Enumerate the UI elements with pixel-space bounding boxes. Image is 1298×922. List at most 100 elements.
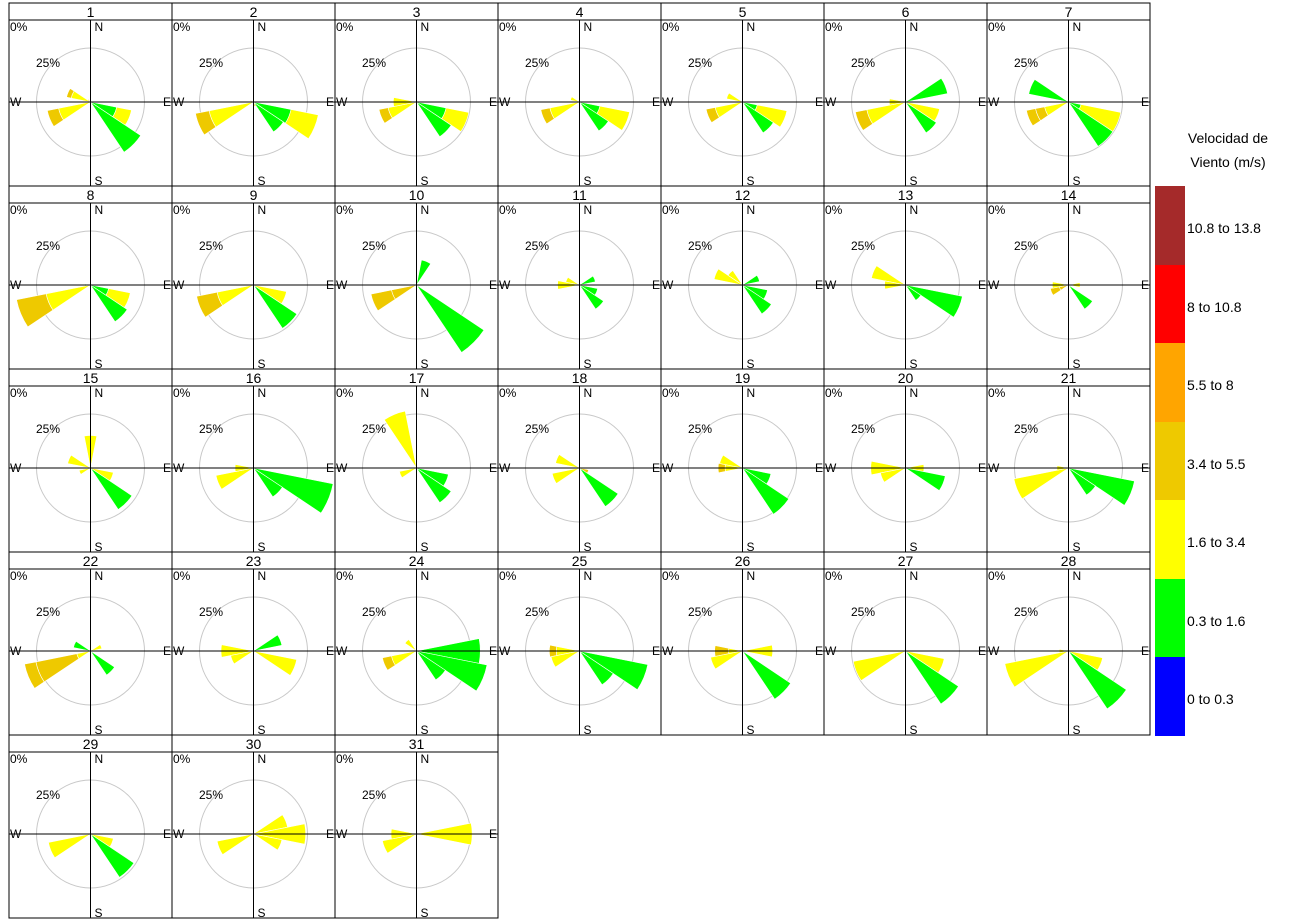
label-west: W — [336, 827, 348, 841]
label-25-percent: 25% — [199, 239, 223, 253]
label-zero-percent: 0% — [662, 386, 680, 400]
label-east: E — [652, 644, 660, 658]
label-25-percent: 25% — [525, 605, 549, 619]
label-zero-percent: 0% — [10, 569, 28, 583]
wind-rose-panel-2: 2NSEW0%25% — [172, 3, 335, 188]
wind-rose-panel-18: 18N S E W 0% 25% — [498, 369, 661, 554]
wind-rose-panel-28: 28N S E W 0% 25% — [987, 552, 1150, 737]
label-zero-percent: 0% — [499, 569, 517, 583]
label-25-percent: 25% — [36, 239, 60, 253]
label-east: E — [652, 95, 660, 109]
label-west: W — [336, 278, 348, 292]
label-zero-percent: 0% — [336, 569, 354, 583]
label-west: W — [10, 278, 22, 292]
wind-rose-panel-20: 20N S E W 0% 25% — [824, 369, 987, 554]
wind-rose-panel-19: 19NSEW0%25% — [661, 369, 824, 554]
label-east: E — [815, 644, 823, 658]
panel-title: 30 — [246, 736, 262, 752]
panel-title: 11 — [572, 187, 587, 203]
label-25-percent: 25% — [362, 605, 386, 619]
panel-title: 5 — [739, 4, 747, 20]
label-east: E — [489, 278, 497, 292]
label-25-percent: 25% — [199, 788, 223, 802]
wind-rose-panel-10: 10NSEW0%25% — [335, 186, 498, 371]
wind-rose-panel-3: 3NSEW0%25% — [335, 3, 498, 188]
wind-rose-panel-26: 26N S E W 0% 25% — [661, 552, 824, 737]
label-north: N — [910, 386, 919, 400]
label-25-percent: 25% — [36, 422, 60, 436]
wind-rose-panel-14: 14NSEW0%25% — [987, 186, 1150, 371]
panel-title: 13 — [898, 187, 914, 203]
label-25-percent: 25% — [1014, 605, 1038, 619]
label-zero-percent: 0% — [173, 752, 191, 766]
label-25-percent: 25% — [362, 239, 386, 253]
panel-title: 3 — [413, 4, 421, 20]
panel-title: 1 — [87, 4, 95, 20]
label-north: N — [747, 386, 756, 400]
label-south: S — [584, 723, 592, 737]
label-25-percent: 25% — [36, 788, 60, 802]
label-north: N — [258, 386, 267, 400]
panel-title: 21 — [1061, 370, 1077, 386]
panel-title: 2 — [250, 4, 258, 20]
label-north: N — [1073, 569, 1082, 583]
panel-title: 22 — [83, 553, 99, 569]
label-25-percent: 25% — [362, 56, 386, 70]
label-west: W — [825, 95, 837, 109]
label-west: W — [499, 644, 511, 658]
label-north: N — [584, 203, 593, 217]
label-west: W — [662, 461, 674, 475]
label-25-percent: 25% — [1014, 422, 1038, 436]
wind-rose-panel-6: 6N S E W 0% 25% — [824, 3, 987, 188]
panel-title: 25 — [572, 553, 588, 569]
panel-title: 14 — [1061, 187, 1077, 203]
label-25-percent: 25% — [525, 56, 549, 70]
label-south: S — [421, 906, 429, 920]
label-west: W — [662, 278, 674, 292]
wind-rose-panel-7: 7NSEW0%25% — [987, 3, 1150, 188]
label-east: E — [163, 278, 171, 292]
panel-title: 28 — [1061, 553, 1077, 569]
label-west: W — [988, 644, 1000, 658]
label-25-percent: 25% — [525, 422, 549, 436]
wind-rose-panel-4: 4NSEW0%25% — [498, 3, 661, 188]
wind-rose-panel-22: 22NSEW0%25% — [9, 552, 172, 737]
label-north: N — [258, 752, 267, 766]
label-west: W — [10, 461, 22, 475]
label-north: N — [258, 569, 267, 583]
label-south: S — [910, 723, 918, 737]
label-east: E — [326, 461, 334, 475]
panel-title: 24 — [409, 553, 425, 569]
label-east: E — [326, 278, 334, 292]
label-east: E — [652, 461, 660, 475]
label-west: W — [988, 95, 1000, 109]
label-west: W — [825, 461, 837, 475]
label-25-percent: 25% — [688, 605, 712, 619]
legend-label-0-3-to-1-6: 0.3 to 1.6 — [1187, 613, 1245, 629]
label-25-percent: 25% — [199, 56, 223, 70]
label-west: W — [10, 827, 22, 841]
label-west: W — [988, 278, 1000, 292]
label-east: E — [489, 827, 497, 841]
label-zero-percent: 0% — [662, 203, 680, 217]
label-north: N — [421, 203, 430, 217]
label-west: W — [336, 461, 348, 475]
panel-title: 4 — [576, 4, 584, 20]
wind-rose-panel-1: 1NSEW0%25% — [9, 3, 172, 188]
label-east: E — [489, 644, 497, 658]
panel-title: 26 — [735, 553, 751, 569]
label-25-percent: 25% — [199, 422, 223, 436]
panel-title: 19 — [735, 370, 751, 386]
label-25-percent: 25% — [851, 605, 875, 619]
legend-swatch-10-8-to-13-8 — [1155, 186, 1185, 265]
label-east: E — [815, 278, 823, 292]
label-east: E — [1141, 278, 1149, 292]
wind-rose-panel-5: 5NSEW0%25% — [661, 3, 824, 188]
label-north: N — [747, 569, 756, 583]
label-west: W — [173, 461, 185, 475]
label-north: N — [1073, 203, 1082, 217]
wind-rose-panel-15: 15NSEW0%25% — [9, 369, 172, 554]
label-south: S — [1073, 723, 1081, 737]
label-north: N — [584, 20, 593, 34]
label-zero-percent: 0% — [10, 20, 28, 34]
